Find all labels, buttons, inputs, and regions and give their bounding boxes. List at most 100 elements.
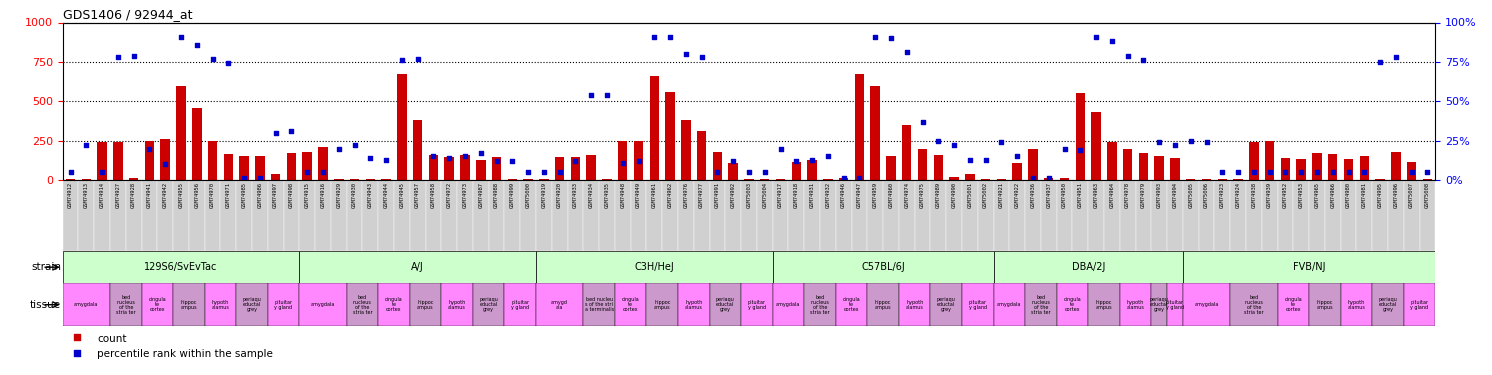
FancyBboxPatch shape: [1294, 180, 1308, 251]
Point: [910, 119, 934, 125]
Point: [454, 153, 477, 159]
Text: hypoth
alamus: hypoth alamus: [1347, 300, 1365, 310]
Bar: [428, 155, 439, 180]
Bar: [1013, 163, 1022, 180]
Bar: [1280, 158, 1291, 180]
Bar: [807, 159, 816, 180]
FancyBboxPatch shape: [489, 180, 504, 251]
Text: C57BL/6J: C57BL/6J: [861, 262, 906, 272]
Text: GSM75008: GSM75008: [1425, 182, 1429, 208]
Bar: [366, 179, 374, 180]
Point: [847, 176, 871, 181]
Bar: [445, 157, 454, 180]
FancyBboxPatch shape: [1120, 283, 1152, 326]
FancyBboxPatch shape: [377, 283, 410, 326]
Text: GSM74974: GSM74974: [904, 182, 909, 208]
Text: GSM74929: GSM74929: [336, 182, 342, 208]
FancyBboxPatch shape: [710, 180, 725, 251]
Bar: [713, 152, 722, 180]
Point: [1385, 54, 1408, 60]
FancyBboxPatch shape: [425, 180, 442, 251]
FancyBboxPatch shape: [742, 180, 756, 251]
Text: GSM74915: GSM74915: [304, 182, 310, 208]
Text: GSM74978: GSM74978: [1125, 182, 1129, 208]
Text: GSM74927: GSM74927: [115, 182, 121, 208]
FancyBboxPatch shape: [1404, 180, 1419, 251]
Text: GDS1406 / 92944_at: GDS1406 / 92944_at: [63, 8, 192, 21]
FancyBboxPatch shape: [394, 180, 410, 251]
Text: GSM75001: GSM75001: [967, 182, 973, 208]
Text: GSM74939: GSM74939: [1267, 182, 1273, 208]
Bar: [1138, 153, 1149, 180]
Text: C3H/HeJ: C3H/HeJ: [634, 262, 674, 272]
Text: GSM74976: GSM74976: [683, 182, 688, 208]
Point: [1241, 169, 1265, 175]
Bar: [934, 155, 943, 180]
Point: [864, 34, 888, 40]
FancyBboxPatch shape: [977, 180, 994, 251]
Bar: [759, 179, 770, 180]
Text: bed
nucleus
of the
stria ter: bed nucleus of the stria ter: [810, 295, 830, 315]
Bar: [382, 179, 391, 180]
Bar: [113, 142, 122, 180]
Text: GSM74971: GSM74971: [225, 182, 231, 208]
Point: [1210, 169, 1234, 175]
FancyBboxPatch shape: [363, 180, 377, 251]
Point: [1164, 142, 1188, 148]
FancyBboxPatch shape: [804, 283, 836, 326]
Text: GSM74987: GSM74987: [479, 182, 483, 208]
Text: cingula
te
cortex: cingula te cortex: [385, 297, 403, 312]
Point: [248, 176, 272, 181]
Bar: [997, 179, 1006, 180]
Text: GSM74947: GSM74947: [856, 182, 862, 208]
Point: [895, 50, 919, 55]
Text: GSM74990: GSM74990: [952, 182, 956, 208]
FancyBboxPatch shape: [1120, 180, 1135, 251]
FancyBboxPatch shape: [994, 283, 1025, 326]
Point: [1068, 147, 1092, 153]
Bar: [145, 141, 154, 180]
Point: [310, 169, 334, 175]
FancyBboxPatch shape: [1356, 180, 1373, 251]
Text: count: count: [97, 334, 127, 344]
Text: GSM74916: GSM74916: [321, 182, 325, 208]
Point: [233, 176, 257, 181]
Text: GSM74919: GSM74919: [542, 182, 546, 208]
Text: hippoc
ampus: hippoc ampus: [874, 300, 891, 310]
FancyBboxPatch shape: [1167, 283, 1183, 326]
Text: GSM75002: GSM75002: [983, 182, 988, 208]
Text: GSM74979: GSM74979: [1141, 182, 1146, 208]
Text: FVB/NJ: FVB/NJ: [1294, 262, 1325, 272]
FancyBboxPatch shape: [110, 283, 142, 326]
Bar: [980, 179, 991, 180]
Text: cingula
te
cortex: cingula te cortex: [1285, 297, 1303, 312]
Point: [374, 156, 398, 162]
Text: GSM74951: GSM74951: [1077, 182, 1083, 208]
FancyBboxPatch shape: [821, 180, 836, 251]
Bar: [1217, 179, 1226, 180]
Bar: [97, 142, 107, 180]
Text: pituitar
y gland: pituitar y gland: [747, 300, 765, 310]
Bar: [792, 162, 801, 180]
Text: hippoc
ampus: hippoc ampus: [418, 300, 434, 310]
FancyBboxPatch shape: [442, 180, 457, 251]
Text: GSM74964: GSM74964: [1110, 182, 1115, 208]
Bar: [476, 159, 485, 180]
Point: [610, 160, 634, 166]
Bar: [949, 177, 959, 180]
Text: amygdala: amygdala: [75, 302, 98, 307]
FancyBboxPatch shape: [756, 180, 773, 251]
Bar: [1328, 154, 1337, 180]
Bar: [1297, 159, 1306, 180]
FancyBboxPatch shape: [315, 180, 331, 251]
Text: GSM74963: GSM74963: [1094, 182, 1098, 208]
Bar: [128, 178, 139, 180]
Bar: [1155, 156, 1164, 180]
Text: GSM74988: GSM74988: [494, 182, 498, 208]
Point: [279, 128, 303, 134]
Bar: [413, 120, 422, 180]
Text: GSM74930: GSM74930: [352, 182, 357, 208]
FancyBboxPatch shape: [646, 180, 662, 251]
Text: GSM74941: GSM74941: [146, 182, 152, 208]
Bar: [586, 155, 595, 180]
